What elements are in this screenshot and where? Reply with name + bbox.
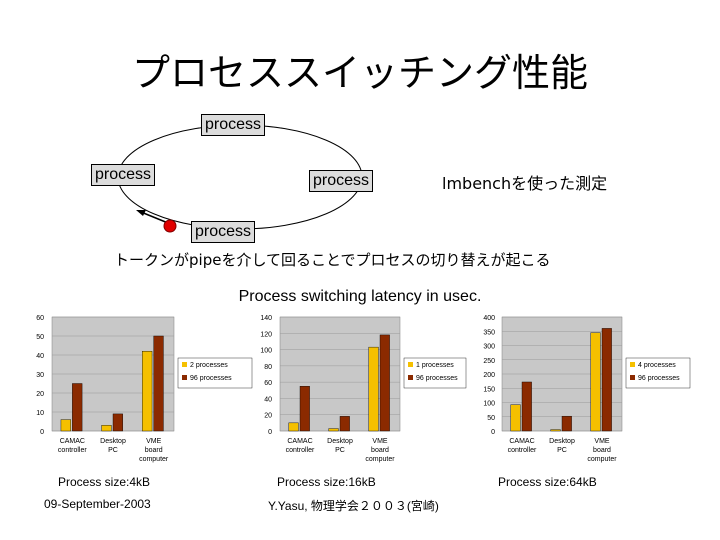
chart-1-category-label: PC (108, 447, 118, 454)
chart-2-legend-label: 1 processes (416, 362, 454, 369)
chart-2-tick-label: 0 (268, 429, 272, 436)
chart-2-bar (299, 386, 310, 432)
chart-1-bar (112, 413, 123, 432)
chart-2-bar (339, 416, 350, 432)
chart-1-category-label: controller (58, 447, 87, 454)
token-arrowhead (136, 210, 146, 216)
chart-3-legend-swatch (630, 362, 635, 367)
chart-3-tick-label: 0 (491, 429, 495, 436)
chart-2-category-label: computer (365, 456, 395, 463)
chart-2-bar (328, 428, 339, 432)
chart-3-tick-label: 200 (483, 372, 495, 379)
chart-3-bar (561, 415, 572, 432)
chart-2-bar (379, 334, 390, 432)
chart-3-caption: Process size:64kB (498, 475, 597, 489)
chart-1-category-label: VME (146, 438, 162, 445)
chart-1-legend-swatch (182, 362, 187, 367)
chart-3-category-label: VME (594, 438, 610, 445)
lmbench-note: lmbenchを使った測定 (442, 174, 608, 193)
chart-3-tick-label: 350 (483, 329, 495, 336)
chart-subtitle: Process switching latency in usec. (238, 288, 482, 305)
chart-1-tick-label: 0 (40, 429, 44, 436)
chart-3-tick-label: 250 (483, 358, 495, 365)
chart-2-category-label: controller (286, 447, 315, 454)
token-arrow (140, 211, 169, 224)
chart-1-tick-label: 20 (36, 391, 44, 398)
footer-author: Y.Yasu, 物理学会２００３(宮崎) (268, 499, 439, 513)
chart-2-caption: Process size:16kB (277, 475, 376, 489)
chart-1-tick-label: 40 (36, 353, 44, 360)
chart-2-tick-label: 80 (264, 364, 272, 371)
chart-3-tick-label: 100 (483, 401, 495, 408)
chart-3-tick-label: 150 (483, 386, 495, 393)
chart-2-legend-swatch (408, 375, 413, 380)
footer-date: 09-September-2003 (44, 497, 151, 511)
chart-3-category-label: computer (587, 456, 617, 463)
chart-2-bar (368, 346, 379, 432)
chart-2-legend-swatch (408, 362, 413, 367)
chart-3-category-label: Desktop (549, 438, 575, 445)
chart-1-legend (177, 357, 253, 389)
chart-3-bar (601, 328, 612, 432)
chart-3-tick-label: 300 (483, 344, 495, 351)
chart-1-legend-label: 2 processes (190, 362, 228, 369)
chart-2-tick-label: 120 (260, 331, 272, 338)
chart-2-legend (403, 357, 467, 389)
chart-1-category-label: CAMAC (60, 438, 85, 445)
token-marker (163, 219, 177, 233)
process-node-right: process (309, 170, 374, 192)
page-title: プロセススイッチング性能 (131, 51, 588, 95)
chart-1-bar (142, 351, 153, 432)
chart-1-bar (101, 425, 112, 432)
chart-3-category-label: PC (557, 447, 567, 454)
chart-3-tick-label: 50 (487, 415, 495, 422)
chart-1-legend-label: 96 processes (190, 375, 232, 382)
latency-charts: 0 10 20 30 40 50 60 CAMAC controller Desktop PC VME… (36, 315, 691, 463)
chart-1-bar (153, 335, 164, 432)
chart-3-category-label: CAMAC (509, 438, 534, 445)
chart-3-bar (590, 332, 601, 432)
chart-2-tick-label: 20 (264, 413, 272, 420)
chart-3-category-label: board (593, 447, 611, 454)
chart-3-category-label: controller (508, 447, 537, 454)
chart-2-tick-label: 40 (264, 396, 272, 403)
chart-2-tick-label: 140 (260, 315, 272, 322)
chart-1-category-label: computer (139, 456, 169, 463)
process-node-bottom: process (191, 221, 256, 243)
chart-1-category-label: Desktop (100, 438, 126, 445)
chart-3-legend-label: 96 processes (638, 375, 680, 382)
chart-3-legend-label: 4 processes (638, 362, 676, 369)
chart-3-bar (550, 429, 561, 432)
chart-2-category-label: VME (372, 438, 388, 445)
chart-2-category-label: board (371, 447, 389, 454)
chart-2-legend-label: 96 processes (416, 375, 458, 382)
chart-2-bar (288, 422, 299, 432)
chart-3-legend-swatch (630, 375, 635, 380)
chart-3-bar (521, 381, 532, 432)
chart-3-tick-label: 400 (483, 315, 495, 322)
chart-1-tick-label: 10 (36, 410, 44, 417)
process-node-left: process (91, 164, 156, 186)
process-node-top: process (201, 114, 266, 136)
chart-2-tick-label: 60 (264, 380, 272, 387)
chart-1-caption: Process size:4kB (58, 475, 151, 489)
chart-3-bar (510, 404, 521, 432)
chart-2-tick-label: 100 (260, 348, 272, 355)
chart-3-legend (625, 357, 691, 389)
chart-2-category-label: Desktop (327, 438, 353, 445)
chart-1-bar (72, 383, 83, 432)
diagram-caption: トークンがpipeを介して回ることでプロセスの切り替えが起こる (114, 251, 551, 269)
chart-1-tick-label: 50 (36, 334, 44, 341)
chart-1-bar (60, 419, 71, 432)
chart-1-tick-label: 30 (36, 372, 44, 379)
chart-1-category-label: board (145, 447, 163, 454)
chart-2-category-label: PC (335, 447, 345, 454)
chart-2-category-label: CAMAC (287, 438, 312, 445)
chart-1-tick-label: 60 (36, 315, 44, 322)
chart-1-legend-swatch (182, 375, 187, 380)
